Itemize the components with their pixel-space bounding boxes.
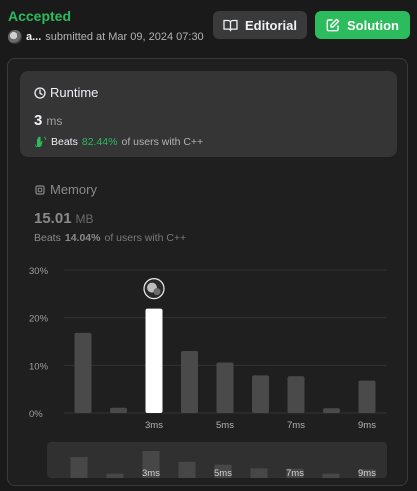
chip-icon — [34, 184, 46, 196]
user-avatar[interactable] — [8, 30, 22, 44]
overview-tick-label: 5ms — [214, 468, 232, 478]
runtime-card[interactable]: Runtime 3 ms Beats 82.44% of users with C… — [20, 71, 397, 157]
x-tick-label: 3ms — [145, 420, 163, 431]
overview-tick-label: 7ms — [286, 468, 304, 478]
memory-beats-suffix: of users with C++ — [104, 232, 187, 244]
beats-percent: 82.44% — [81, 135, 118, 148]
memory-value: 15.01 MB — [34, 210, 94, 227]
overview-chart[interactable]: 3ms 5ms 7ms 9ms — [47, 442, 387, 478]
overview-bar — [358, 469, 376, 478]
hand-wave-icon — [34, 135, 47, 148]
overview-bar — [70, 457, 88, 478]
avatar-shadow — [153, 288, 161, 296]
memory-label: Memory — [50, 182, 97, 197]
distribution-bar[interactable] — [252, 375, 269, 413]
user-name[interactable]: a... — [26, 31, 42, 43]
runtime-unit: ms — [46, 114, 63, 128]
y-tick-label: 30% — [29, 266, 49, 277]
bar-current-submission[interactable] — [145, 308, 163, 413]
runtime-beats: Beats 82.44% of users with C++ — [34, 135, 203, 148]
memory-beats-label: Beats — [34, 232, 61, 244]
memory-beats: Beats 14.04% of users with C++ — [34, 232, 186, 244]
memory-number: 15.01 — [34, 210, 72, 227]
editorial-button[interactable]: Editorial — [213, 11, 307, 39]
beats-label: Beats — [51, 135, 78, 148]
distribution-bar[interactable] — [287, 376, 305, 413]
clock-icon — [34, 86, 46, 99]
distribution-bar[interactable] — [216, 362, 234, 413]
overview-tick-label: 9ms — [358, 468, 376, 478]
runtime-number: 3 — [34, 112, 43, 129]
solution-button[interactable]: Solution — [315, 11, 410, 39]
distribution-bar[interactable] — [110, 407, 127, 413]
memory-beats-percent: 14.04% — [64, 232, 101, 244]
user-avatar-marker — [143, 278, 165, 300]
overview-tick-label: 3ms — [142, 468, 160, 478]
memory-header: Memory — [34, 182, 97, 197]
editorial-label: Editorial — [244, 17, 297, 33]
y-tick-label: 20% — [29, 314, 49, 325]
distribution-bar[interactable] — [358, 380, 376, 413]
overview-bar — [178, 461, 196, 478]
memory-unit: MB — [75, 212, 94, 226]
y-tick-label: 10% — [29, 361, 49, 372]
submitted-time: submitted at Mar 09, 2024 07:30 — [45, 31, 204, 43]
overview-bar — [286, 468, 304, 478]
overview-bar — [106, 473, 124, 478]
x-tick-label: 7ms — [287, 420, 305, 431]
chart-overview-strip[interactable]: 3ms 5ms 7ms 9ms — [47, 442, 387, 478]
y-tick-label: 0% — [29, 409, 43, 420]
runtime-value: 3 ms — [34, 112, 62, 129]
edit-icon — [326, 18, 340, 32]
beats-suffix: of users with C++ — [121, 135, 204, 148]
overview-bar — [322, 473, 340, 478]
memory-card[interactable]: Memory 15.01 MB Beats 14.04% of users wit… — [20, 174, 397, 254]
submission-status: Accepted — [8, 8, 72, 24]
solution-label: Solution — [347, 17, 399, 33]
overview-bar — [142, 451, 160, 478]
submitter-info: a... submitted at Mar 09, 2024 07:30 — [8, 30, 204, 44]
x-tick-label: 9ms — [358, 420, 376, 431]
runtime-label: Runtime — [50, 85, 99, 100]
runtime-header: Runtime — [34, 85, 98, 100]
x-tick-label: 5ms — [216, 420, 234, 431]
overview-bar — [250, 468, 268, 478]
book-icon — [223, 19, 238, 32]
overview-bar — [214, 464, 232, 478]
distribution-bar[interactable] — [323, 408, 340, 413]
distribution-bar[interactable] — [181, 351, 198, 413]
distribution-bar[interactable] — [74, 332, 92, 413]
